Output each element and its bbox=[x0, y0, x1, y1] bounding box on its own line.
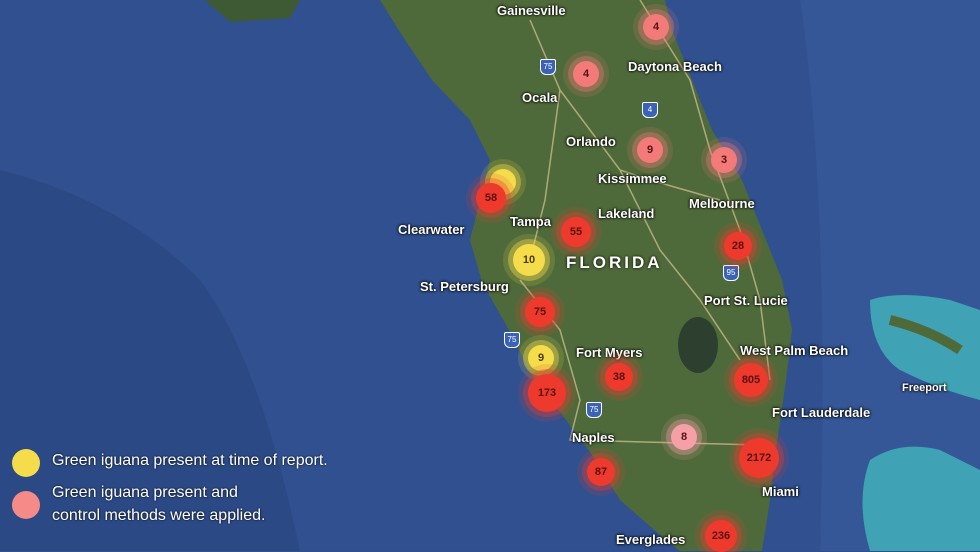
city-label: St. Petersburg bbox=[420, 279, 509, 294]
cluster-marker[interactable]: 8 bbox=[671, 424, 697, 450]
city-label: Fort Myers bbox=[576, 345, 642, 360]
city-label: Lakeland bbox=[598, 206, 654, 221]
cluster-marker[interactable]: 9 bbox=[528, 345, 554, 371]
city-label: Fort Lauderdale bbox=[772, 405, 870, 420]
highway-shield-icon: 75 bbox=[540, 59, 556, 75]
city-label: West Palm Beach bbox=[740, 343, 848, 358]
cluster-marker[interactable]: 58 bbox=[476, 183, 506, 213]
cluster-marker[interactable]: 87 bbox=[587, 458, 615, 486]
city-label: Tampa bbox=[510, 214, 551, 229]
cluster-marker[interactable]: 10 bbox=[513, 244, 545, 276]
city-label: Ocala bbox=[522, 90, 557, 105]
city-label: Daytona Beach bbox=[628, 59, 722, 74]
yellow-dot-icon bbox=[12, 449, 40, 477]
bahamas-island bbox=[863, 447, 980, 551]
cluster-marker[interactable]: 173 bbox=[528, 374, 566, 412]
cluster-marker[interactable]: 75 bbox=[525, 297, 555, 327]
city-label: Melbourne bbox=[689, 196, 755, 211]
city-label: Freeport bbox=[902, 382, 947, 394]
city-label: Port St. Lucie bbox=[704, 293, 788, 308]
cluster-marker[interactable]: 805 bbox=[734, 363, 768, 397]
cluster-marker[interactable]: 55 bbox=[561, 217, 591, 247]
city-label: Orlando bbox=[566, 134, 616, 149]
cluster-marker[interactable]: 4 bbox=[643, 14, 669, 40]
legend-label: Green iguana present at time of report. bbox=[52, 449, 328, 472]
city-label: Everglades bbox=[616, 532, 685, 547]
cluster-marker[interactable]: 2172 bbox=[739, 438, 779, 478]
legend-label: Green iguana present and bbox=[52, 481, 265, 504]
state-label: FLORIDA bbox=[566, 253, 663, 273]
legend-item-controlled: Green iguana present and control methods… bbox=[12, 481, 265, 527]
legend-item-present: Green iguana present at time of report. bbox=[12, 449, 328, 477]
city-label: Kissimmee bbox=[598, 171, 667, 186]
legend-label: control methods were applied. bbox=[52, 504, 265, 527]
highway-shield-icon: 4 bbox=[642, 102, 658, 118]
cluster-marker[interactable]: 3 bbox=[711, 147, 737, 173]
city-label: Gainesville bbox=[497, 3, 566, 18]
cluster-marker[interactable]: 4 bbox=[573, 61, 599, 87]
city-label: Miami bbox=[762, 484, 799, 499]
city-label: Naples bbox=[572, 430, 615, 445]
highway-shield-icon: 95 bbox=[723, 265, 739, 281]
highway-shield-icon: 75 bbox=[504, 332, 520, 348]
city-label: Clearwater bbox=[398, 222, 464, 237]
highway-shield-icon: 75 bbox=[586, 402, 602, 418]
cluster-marker[interactable]: 9 bbox=[637, 137, 663, 163]
cluster-marker[interactable]: 28 bbox=[724, 232, 752, 260]
pink-dot-icon bbox=[12, 491, 40, 519]
cluster-marker[interactable]: 236 bbox=[705, 520, 737, 552]
cluster-marker[interactable]: 38 bbox=[605, 363, 633, 391]
